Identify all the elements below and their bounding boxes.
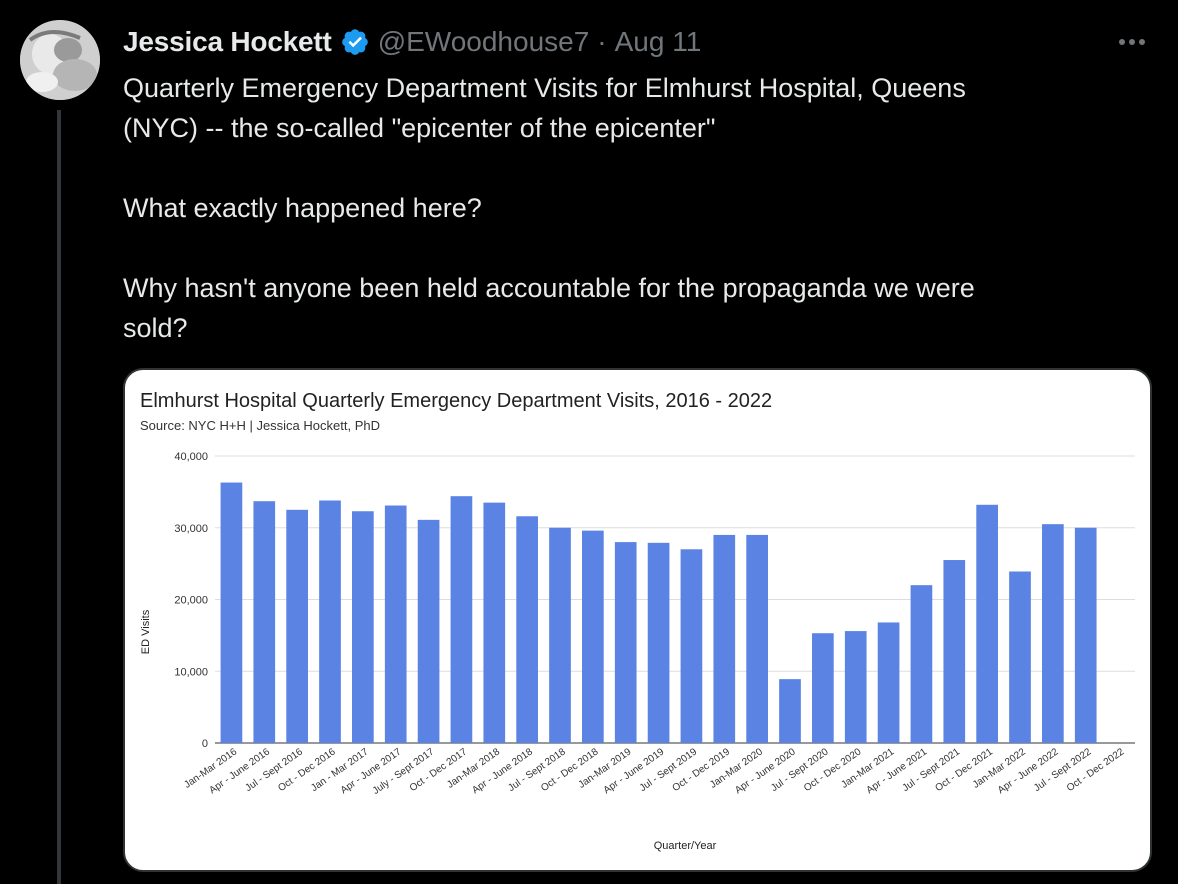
bar	[943, 560, 966, 743]
y-tick-label: 40,000	[174, 451, 208, 463]
tweet-date[interactable]: Aug 11	[614, 26, 702, 57]
bar	[779, 679, 801, 743]
line-break	[123, 228, 1133, 268]
bar	[319, 500, 341, 743]
bar	[516, 516, 538, 743]
bar	[844, 631, 867, 743]
bar	[976, 504, 998, 743]
bar	[614, 542, 637, 743]
bar	[877, 622, 900, 743]
separator-dot: ·	[597, 26, 607, 57]
tweet-line: (NYC) -- the so-called "epicenter of the…	[123, 113, 716, 143]
display-name[interactable]: Jessica Hockett	[123, 26, 332, 57]
handle[interactable]: @EWoodhouse7	[377, 26, 590, 57]
more-dot	[1139, 39, 1145, 45]
bar	[812, 633, 834, 743]
thread-line	[57, 110, 61, 884]
bar	[352, 511, 374, 743]
bar	[450, 496, 473, 743]
verified-badge-icon	[341, 29, 368, 55]
chart-title: Elmhurst Hospital Quarterly Emergency De…	[140, 390, 772, 412]
avatar-image	[20, 20, 100, 100]
bar	[417, 519, 440, 743]
bar	[746, 534, 768, 743]
tweet-line: Quarterly Emergency Department Visits fo…	[123, 73, 966, 103]
bar	[253, 501, 276, 743]
bar	[582, 530, 604, 743]
bar	[680, 549, 703, 743]
avatar[interactable]	[20, 20, 100, 100]
bar	[286, 509, 308, 743]
x-tick-label: Oct - Dec 2022	[1065, 746, 1127, 794]
line-break	[123, 148, 1133, 188]
bar	[220, 482, 243, 743]
y-tick-label: 10,000	[174, 666, 208, 678]
x-axis-title: Quarter/Year	[654, 840, 717, 852]
y-tick-label: 30,000	[174, 523, 208, 535]
tweet-line: sold?	[123, 313, 188, 343]
y-axis-title: ED Visits	[140, 609, 152, 654]
bar	[647, 542, 670, 743]
tweet-header: Jessica Hockett @EWoodhouse7 · Aug 11	[123, 24, 701, 60]
bar	[1009, 571, 1031, 743]
bar	[1042, 524, 1064, 743]
bar	[910, 585, 933, 743]
y-tick-label: 20,000	[174, 595, 208, 607]
bar	[1074, 527, 1097, 743]
bar-chart: Elmhurst Hospital Quarterly Emergency De…	[140, 390, 1135, 852]
more-dot	[1129, 39, 1135, 45]
bar	[549, 527, 571, 743]
chart-card[interactable]: Elmhurst Hospital Quarterly Emergency De…	[123, 368, 1152, 872]
more-dot	[1119, 39, 1125, 45]
y-tick-label: 0	[202, 738, 208, 750]
bar	[483, 502, 506, 743]
more-options-icon[interactable]	[1110, 24, 1154, 60]
bar	[713, 534, 736, 743]
bar	[384, 505, 407, 743]
tweet-line: What exactly happened here?	[123, 193, 482, 223]
tweet-text: Quarterly Emergency Department Visits fo…	[123, 68, 1133, 348]
tweet-line: Why hasn't anyone been held accountable …	[123, 273, 975, 303]
chart-subtitle: Source: NYC H+H | Jessica Hockett, PhD	[140, 418, 380, 433]
